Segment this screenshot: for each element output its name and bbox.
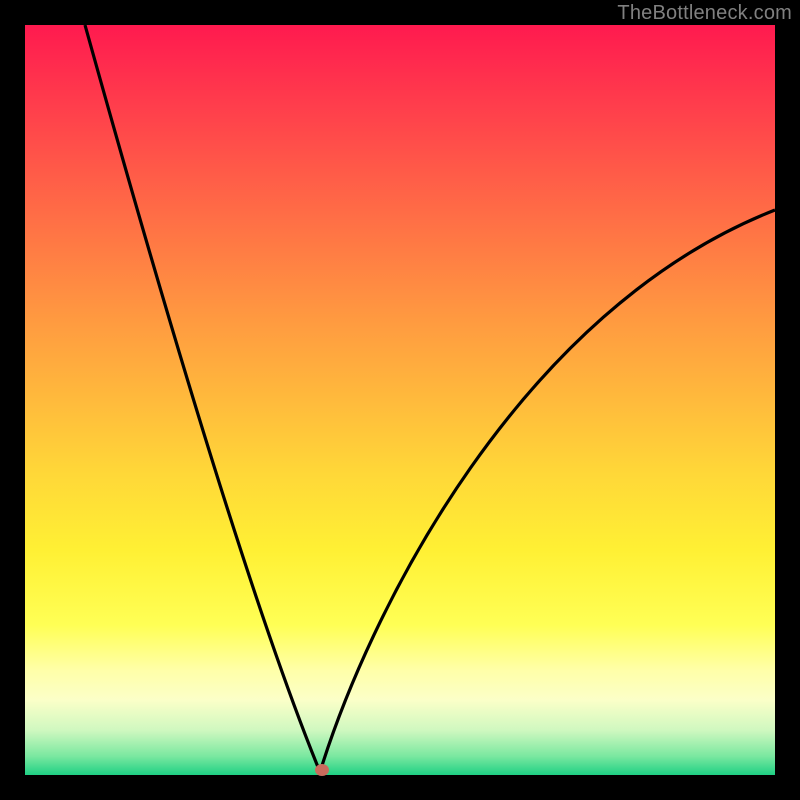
chart-background xyxy=(25,25,775,775)
bottleneck-chart xyxy=(0,0,800,800)
minimum-marker xyxy=(315,764,329,776)
watermark-text: TheBottleneck.com xyxy=(617,2,792,25)
chart-container: TheBottleneck.com xyxy=(0,0,800,800)
